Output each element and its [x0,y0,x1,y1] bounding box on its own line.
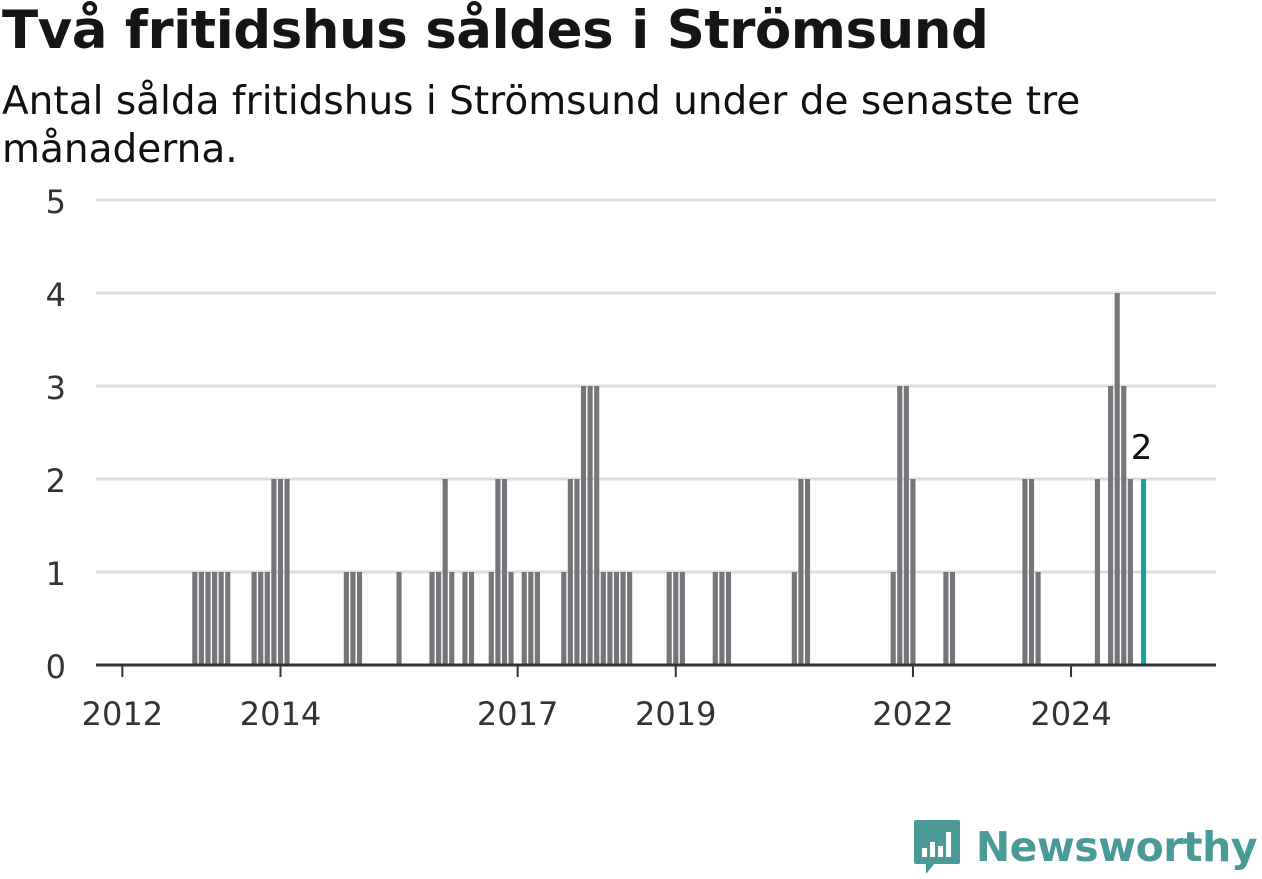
y-tick-label: 0 [46,648,66,686]
bar [396,572,402,665]
bar [501,479,508,665]
chart-title: Två fritidshus såldes i Strömsund [2,0,989,61]
x-tick-label: 2012 [82,695,163,733]
bar [508,572,514,665]
bar [666,572,672,665]
bar [468,572,475,665]
bar [600,572,606,665]
bar [627,572,633,665]
bar [271,479,277,665]
x-tick-label: 2017 [477,695,558,733]
x-tick-label: 2024 [1030,695,1111,733]
bar [1028,479,1035,665]
newsworthy-logo-icon [913,820,960,874]
brand: Newsworthy [912,817,1258,877]
bar [449,572,455,665]
y-axis-ticks: 0 1 2 3 4 5 [46,183,66,686]
y-tick-label: 4 [46,276,66,314]
bar [1114,293,1120,665]
bar [1094,479,1100,665]
x-axis-ticks: 2012 2014 2017 2019 2022 2024 [82,665,1112,733]
bar [264,572,270,665]
bar [567,479,573,665]
brand-name: Newsworthy [975,823,1258,871]
bar [225,572,231,665]
bar [488,572,494,665]
bar [343,572,349,665]
bar [890,572,896,665]
bar [910,479,916,665]
bar [251,572,257,665]
x-tick-label: 2014 [240,695,321,733]
bar [284,479,290,665]
bar [798,479,804,665]
bar [192,572,198,665]
bar [218,572,224,665]
chart-subtitle: Antal sålda fritidshus i Strömsund under… [2,79,1081,172]
bar [528,572,534,665]
bar [258,572,264,665]
bar [561,572,567,665]
bar [607,572,613,665]
highlight-bar [1140,479,1147,665]
bar [462,572,468,665]
bar [1108,386,1114,665]
bar [791,572,797,665]
bar [350,572,356,665]
y-tick-label: 2 [46,462,66,500]
highlight-value-label: 2 [1131,428,1153,468]
bar [613,572,620,665]
bar [725,572,732,665]
bar [587,386,593,665]
bar-chart: 0 1 2 3 4 5 2012 2014 2017 2019 2022 2024 2 [46,183,1216,733]
x-tick-label: 2019 [635,695,716,733]
bar [903,386,909,665]
bar [673,572,679,665]
y-tick-label: 5 [46,183,66,221]
bar [679,572,685,665]
bar [943,572,949,665]
bar [949,572,956,665]
x-tick-label: 2022 [872,695,953,733]
bar [198,572,204,665]
bar [712,572,718,665]
bar [1121,386,1127,665]
bar [1022,479,1028,665]
bar [205,572,211,665]
bar [356,572,363,665]
bar [620,572,626,665]
bar [212,572,218,665]
bars [192,293,1147,665]
bar [594,386,600,665]
bar [436,572,442,665]
bar [534,572,540,665]
bar [1127,479,1133,665]
bar [277,479,284,665]
bar [580,386,587,665]
bar [521,572,527,665]
bar [804,479,811,665]
highlight-label-group: 2 [1127,425,1156,472]
bar [719,572,725,665]
grid-lines [96,198,1216,574]
y-tick-label: 3 [46,369,66,407]
bar [429,572,435,665]
bar [897,386,903,665]
bar [495,479,501,665]
bar [1035,572,1041,665]
y-tick-label: 1 [46,555,66,593]
bar [574,479,580,665]
bar [442,479,448,665]
